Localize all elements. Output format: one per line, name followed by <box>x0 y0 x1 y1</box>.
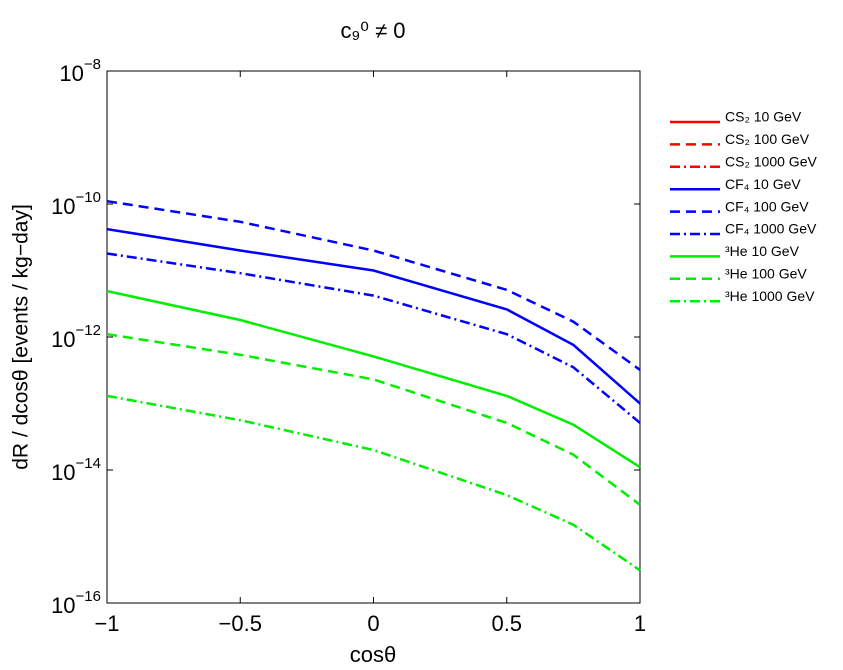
legend-label: ³He 100 GeV <box>725 266 807 282</box>
series-line <box>106 289 641 469</box>
legend-label: CF₄ 1000 GeV <box>725 221 817 237</box>
y-tick-base: 10 <box>51 460 75 485</box>
y-tick-label: 10−14 <box>51 455 101 485</box>
series-line <box>106 199 641 371</box>
y-tick-exponent: −14 <box>76 455 101 472</box>
y-tick-exponent: −10 <box>76 189 101 206</box>
legend-label: ³He 10 GeV <box>725 243 800 259</box>
y-tick-base: 10 <box>51 327 75 352</box>
legend-label: CF₄ 100 GeV <box>725 198 809 214</box>
legend-label: CS₂ 100 GeV <box>725 131 810 147</box>
legend-label: CS₂ 10 GeV <box>725 109 802 125</box>
chart-title: c₉⁰ ≠ 0 <box>340 18 405 43</box>
y-tick-exponent: −12 <box>76 322 101 339</box>
x-tick-label: 0.5 <box>491 611 522 636</box>
x-tick-label: 0 <box>367 611 379 636</box>
y-tick-exponent: −8 <box>84 56 101 73</box>
x-tick-label: 1 <box>634 611 646 636</box>
x-tick-label: −1 <box>94 611 119 636</box>
y-axis-label: dR / dcosθ [events / kg−day] <box>10 204 33 470</box>
y-tick-label: 10−10 <box>51 189 101 219</box>
x-axis-label: cosθ <box>350 642 396 667</box>
y-tick-base: 10 <box>51 593 75 618</box>
y-tick-label: 10−16 <box>51 588 101 618</box>
series-line <box>106 332 641 506</box>
y-tick-label: 10−12 <box>51 322 101 352</box>
y-tick-label: 10−8 <box>59 56 101 86</box>
legend-label: CS₂ 1000 GeV <box>725 154 817 170</box>
y-tick-base: 10 <box>59 61 83 86</box>
legend-label: CF₄ 10 GeV <box>725 176 801 192</box>
series-line <box>106 394 641 572</box>
y-tick-base: 10 <box>51 194 75 219</box>
series-line <box>106 227 641 405</box>
legend-label: ³He 1000 GeV <box>725 288 815 304</box>
y-tick-exponent: −16 <box>76 588 101 605</box>
x-tick-label: −0.5 <box>219 611 262 636</box>
